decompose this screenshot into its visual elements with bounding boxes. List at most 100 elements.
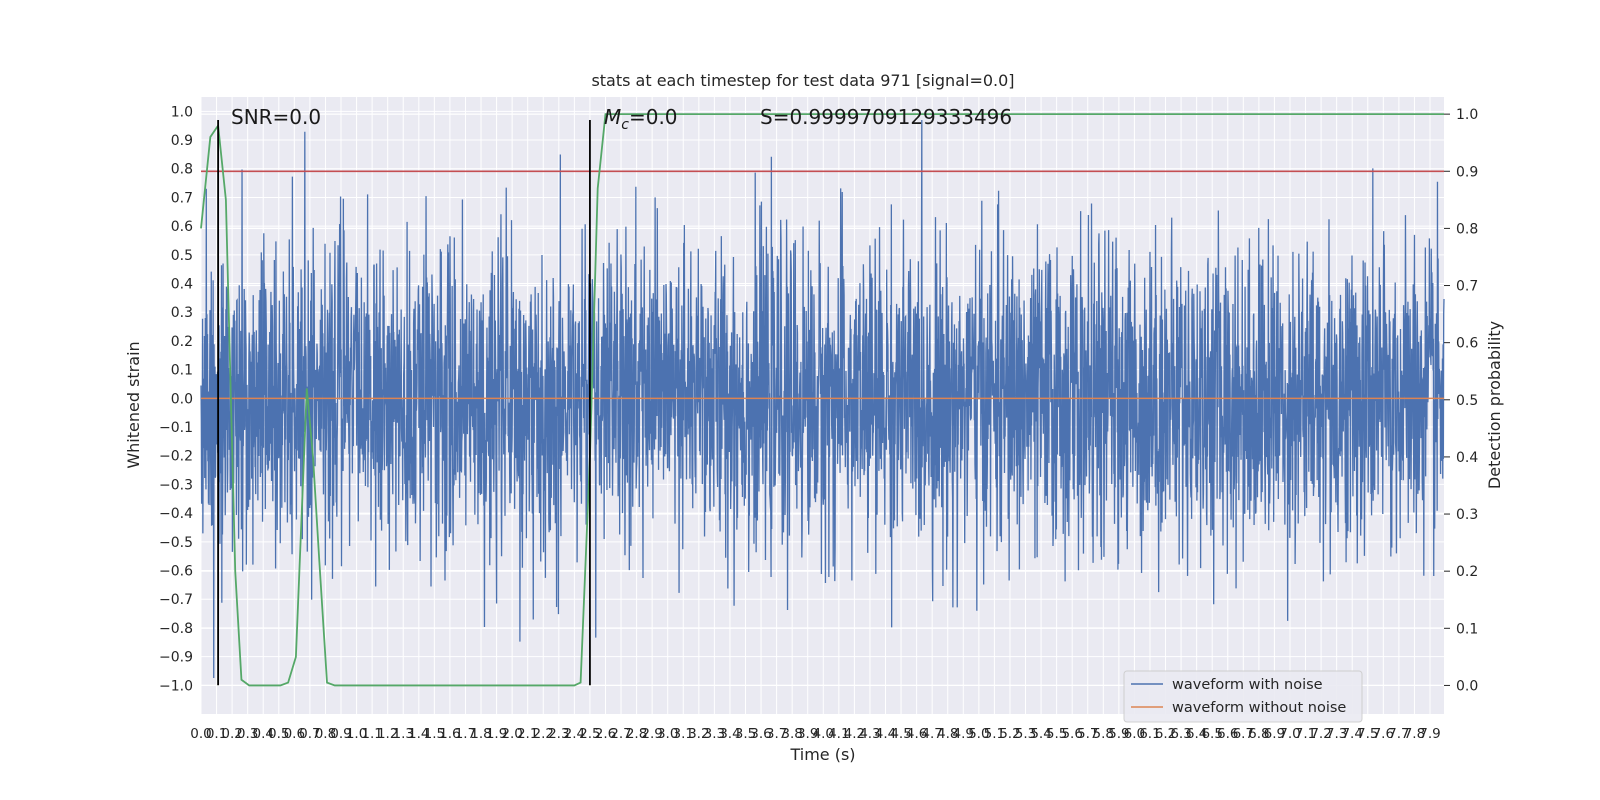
x-tick-label: 6.8 [1248, 726, 1269, 742]
legend: waveform with noise waveform without noi… [1123, 670, 1363, 723]
x-tick-label: 0.5 [268, 726, 289, 742]
x-tick-label: 1.8 [470, 726, 491, 742]
left-y-tick-label: 1.0 [171, 104, 193, 120]
x-tick-label: 5.2 [999, 726, 1020, 742]
x-tick-label: 2.1 [517, 726, 538, 742]
x-tick-label: 4.1 [828, 726, 849, 742]
legend-box [1123, 670, 1363, 723]
x-tick-label: 1.2 [377, 726, 398, 742]
x-tick-label: 0.6 [284, 726, 305, 742]
x-tick-label: 4.6 [906, 726, 927, 742]
x-tick-label: 0.7 [299, 726, 320, 742]
x-tick-label: 0.9 [330, 726, 351, 742]
x-tick-label: 1.1 [361, 726, 382, 742]
left-axis-ticks: 1.0 0.9 0.8 0.7 0.6 0.5 0.4 0.3 0.2 0.1 0.0 −0.1 −0.… [159, 104, 193, 694]
x-tick-label: 6.0 [1124, 726, 1145, 742]
mc-symbol: M [604, 105, 621, 129]
left-y-tick-label: −0.3 [159, 477, 193, 493]
x-tick-label: 4.5 [890, 726, 911, 742]
series-waveform-with-noise [200, 119, 1445, 679]
x-tick-label: 7.5 [1357, 726, 1378, 742]
x-tick-label: 6.6 [1217, 726, 1238, 742]
x-tick-label: 7.0 [1279, 726, 1300, 742]
left-y-tick-label: −0.8 [159, 621, 193, 637]
x-tick-label: 0.8 [315, 726, 336, 742]
x-tick-label: 6.3 [1170, 726, 1191, 742]
x-tick-label: 3.3 [704, 726, 725, 742]
x-tick-label: 0.4 [252, 726, 273, 742]
right-y-tick-label: 0.0 [1456, 678, 1478, 694]
x-tick-label: 1.0 [346, 726, 367, 742]
right-y-tick-label: 0.8 [1456, 221, 1478, 237]
right-y-tick-label: 0.9 [1456, 164, 1478, 180]
x-tick-label: 3.4 [719, 726, 740, 742]
mc-annotation: Mc=0.0 [604, 105, 678, 133]
x-tick-label: 4.9 [953, 726, 974, 742]
x-tick-label: 2.7 [610, 726, 631, 742]
x-tick-label: 4.0 [813, 726, 834, 742]
x-tick-label: 1.5 [424, 726, 445, 742]
x-tick-label: 0.3 [237, 726, 258, 742]
x-tick-label: 4.2 [844, 726, 865, 742]
left-y-tick-label: 0.5 [171, 248, 193, 264]
x-tick-label: 7.9 [1419, 726, 1440, 742]
left-y-tick-label: −0.9 [159, 650, 193, 666]
x-tick-label: 7.2 [1310, 726, 1331, 742]
x-tick-label: 6.5 [1201, 726, 1222, 742]
x-tick-label: 5.9 [1108, 726, 1129, 742]
mc-value: =0.0 [629, 105, 678, 129]
x-tick-label: 5.4 [1030, 726, 1051, 742]
plot-series [200, 113, 1445, 687]
x-tick-label: 7.3 [1326, 726, 1347, 742]
legend-label-noise: waveform with noise [1172, 677, 1323, 693]
left-y-tick-label: −0.5 [159, 535, 193, 551]
left-y-tick-label: 0.3 [171, 305, 193, 321]
left-y-tick-label: 0.4 [171, 277, 193, 293]
left-y-tick-label: 0.8 [171, 162, 193, 178]
s-annotation: S=0.9999709129333496 [760, 105, 1012, 129]
legend-label-clean: waveform without noise [1172, 700, 1346, 716]
right-y-tick-label: 0.3 [1456, 507, 1478, 523]
x-tick-label: 2.4 [564, 726, 585, 742]
x-tick-label: 6.1 [1139, 726, 1160, 742]
x-tick-label: 5.1 [984, 726, 1005, 742]
x-tick-label: 6.2 [1155, 726, 1176, 742]
x-tick-label: 7.7 [1388, 726, 1409, 742]
right-axis-label: Detection probability [1485, 321, 1504, 489]
right-y-tick-label: 0.2 [1456, 564, 1478, 580]
x-tick-label: 6.7 [1233, 726, 1254, 742]
x-tick-label: 5.7 [1077, 726, 1098, 742]
x-tick-label: 4.4 [875, 726, 896, 742]
x-tick-label: 4.8 [937, 726, 958, 742]
x-tick-label: 7.1 [1295, 726, 1316, 742]
x-tick-label: 5.0 [968, 726, 989, 742]
left-y-tick-label: 0.9 [171, 133, 193, 149]
right-y-tick-label: 0.1 [1456, 621, 1478, 637]
left-y-tick-label: 0.1 [171, 363, 193, 379]
left-y-tick-label: 0.6 [171, 219, 193, 235]
x-tick-label: 4.3 [859, 726, 880, 742]
left-y-tick-label: −0.2 [159, 449, 193, 465]
x-tick-label: 6.9 [1264, 726, 1285, 742]
mc-subscript: c [621, 117, 629, 133]
left-y-tick-label: −1.0 [159, 678, 193, 694]
left-y-tick-label: −0.4 [159, 506, 193, 522]
x-tick-label: 2.6 [595, 726, 616, 742]
x-tick-label: 1.7 [455, 726, 476, 742]
right-y-tick-label: 0.5 [1456, 393, 1478, 409]
x-tick-label: 2.8 [626, 726, 647, 742]
left-y-tick-label: −0.7 [159, 592, 193, 608]
right-y-tick-label: 0.6 [1456, 336, 1478, 352]
snr-annotation: SNR=0.0 [231, 105, 321, 129]
x-tick-label: 3.9 [797, 726, 818, 742]
x-tick-label: 0.1 [206, 726, 227, 742]
x-tick-label: 6.4 [1186, 726, 1207, 742]
x-tick-label: 7.4 [1341, 726, 1362, 742]
x-tick-label: 2.9 [641, 726, 662, 742]
x-axis-ticks: 0.00.10.20.30.40.50.60.70.80.91.01.11.21… [190, 726, 1440, 742]
x-tick-label: 1.4 [408, 726, 429, 742]
x-tick-label: 7.8 [1404, 726, 1425, 742]
right-y-tick-label: 1.0 [1456, 107, 1478, 123]
x-axis-label: Time (s) [789, 745, 855, 764]
